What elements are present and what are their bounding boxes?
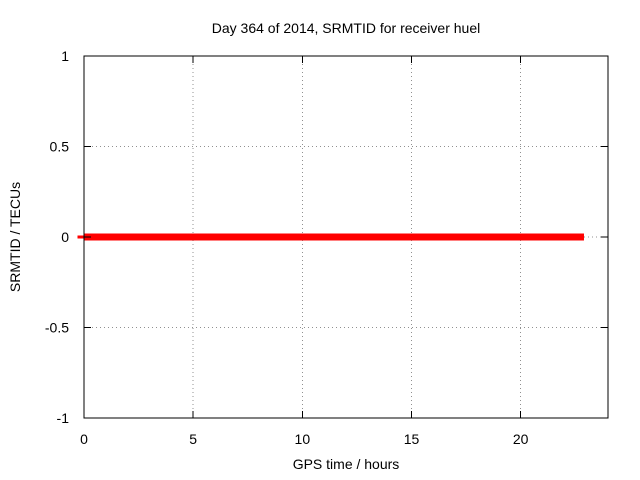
x-tick-label: 5 [189,431,197,447]
y-tick-label: -1 [57,410,70,426]
y-tick-label: 0 [61,229,69,245]
chart-title: Day 364 of 2014, SRMTID for receiver hue… [212,20,480,36]
x-tick-label: 20 [513,431,529,447]
x-tick-label: 0 [80,431,88,447]
y-tick-label: 0.5 [50,139,70,155]
x-tick-label: 15 [404,431,420,447]
y-axis-label: SRMTID / TECUs [7,182,23,292]
x-tick-label: 10 [295,431,311,447]
axes-border-and-ticks [83,55,609,419]
y-tick-label: -0.5 [45,320,69,336]
data-series [77,233,584,241]
y-tick-label: 1 [61,48,69,64]
red-dash-artifact [77,235,84,239]
tick-labels: 0 5 10 15 20 -1 -0.5 0 0.5 1 [45,48,529,447]
x-axis-label: GPS time / hours [293,456,400,472]
